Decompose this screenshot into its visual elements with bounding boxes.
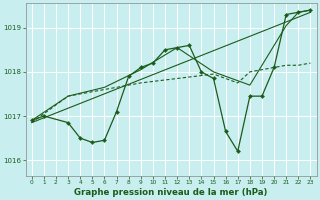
X-axis label: Graphe pression niveau de la mer (hPa): Graphe pression niveau de la mer (hPa) [74, 188, 268, 197]
